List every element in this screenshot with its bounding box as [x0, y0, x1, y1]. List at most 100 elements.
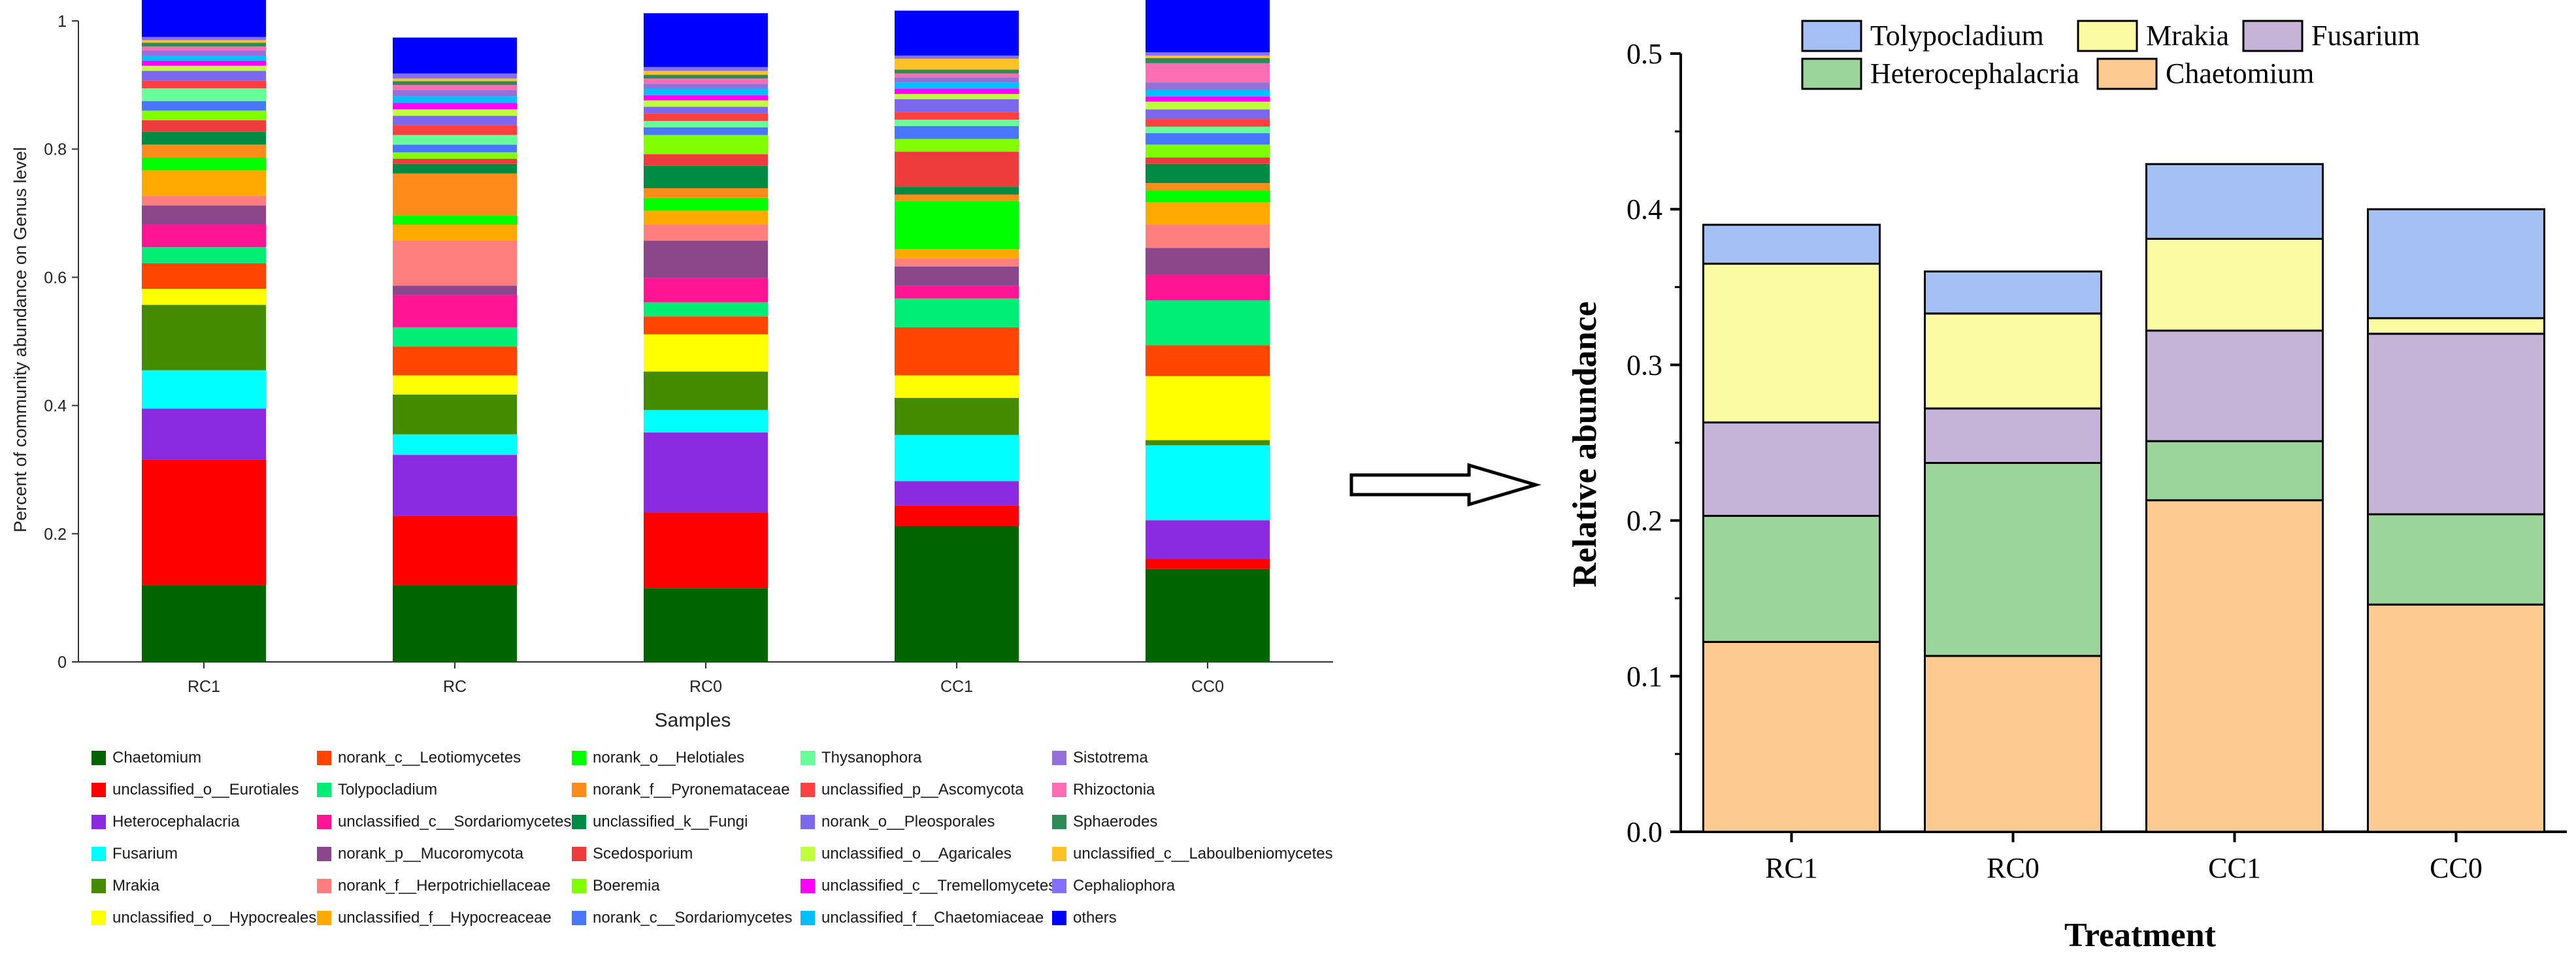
right-bar-segment [1702, 640, 1881, 833]
left-legend-swatch [1052, 847, 1066, 861]
left-bar-segment [895, 69, 1019, 74]
left-bar-segment [142, 80, 266, 89]
left-bar-segment [393, 516, 517, 585]
left-bar-segment [142, 50, 266, 56]
left-axis-labels: Percent of community abundance on Genus … [10, 147, 731, 731]
left-bar-segment [1146, 568, 1270, 662]
right-y-tick-label: 0.2 [1627, 505, 1662, 537]
left-legend-item: unclassified_c__Sordariomycetes [317, 809, 572, 835]
left-bar-segment [644, 121, 768, 127]
left-x-tick-label: RC1 [188, 678, 220, 696]
left-bar-segment [1146, 440, 1270, 446]
left-legend-item: norank_c__Sordariomycetes [572, 905, 793, 931]
left-bar-segment [142, 40, 266, 43]
left-bar-segment [142, 88, 266, 101]
left-legend-swatch [572, 911, 586, 925]
left-bar-segment [644, 67, 768, 71]
left-legend-swatch [317, 847, 331, 861]
left-bar-segment [644, 78, 768, 84]
left-bar-segment [895, 10, 1019, 56]
left-bar-segment [393, 295, 517, 327]
left-bar-segment [142, 131, 266, 145]
left-legend-label: Fusarium [112, 845, 178, 862]
left-bar-segment [142, 120, 266, 132]
left-legend-label: norank_o__Helotiales [593, 749, 745, 766]
left-bar-segment [142, 65, 266, 71]
right-bar-segment [2367, 603, 2545, 833]
left-bar-segment [644, 432, 768, 513]
left-bar-segment [393, 375, 517, 395]
left-bar-segment [1146, 157, 1270, 164]
left-legend-label: norank_f__Herpotrichiellaceae [338, 877, 551, 895]
left-bar-segment [644, 410, 768, 433]
left-legend-label: norank_c__Leotiomycetes [338, 749, 521, 766]
left-y-tick-label: 0.8 [44, 140, 67, 159]
left-bar-segment [1146, 52, 1270, 56]
left-bar-segment [644, 316, 768, 335]
left-legend-item: unclassified_o__Eurotiales [91, 777, 299, 803]
left-legend-swatch [1052, 751, 1066, 765]
left-legend-swatch [317, 783, 331, 797]
left-legend-label: Sphaerodes [1073, 813, 1158, 830]
left-bar-segment [1146, 520, 1270, 559]
left-bar-segment [644, 84, 768, 89]
right-y-tick-label: 0.4 [1627, 193, 1662, 225]
right-legend-label: Chaetomium [2166, 57, 2314, 90]
left-bar-segment [142, 0, 266, 37]
left-bar-segment [895, 505, 1019, 527]
left-legend-item: unclassified_c__Tremellomycetes [801, 873, 1056, 899]
left-bar-segment [895, 88, 1019, 94]
left-bar-segment [644, 113, 768, 122]
left-bar-segment [895, 481, 1019, 506]
left-bar-segment [1146, 96, 1270, 102]
left-legend-swatch [1052, 783, 1066, 797]
left-bar-segment [895, 249, 1019, 259]
left-legend-item: norank_o__Pleosporales [801, 809, 995, 835]
left-legend-item: Fusarium [91, 841, 178, 867]
left-bar-segment [644, 302, 768, 317]
left-bar-segment [1146, 163, 1270, 184]
left-legend-swatch [91, 847, 106, 861]
left-legend-label: Sistotrema [1073, 749, 1148, 766]
left-bar-segment [393, 394, 517, 435]
left-bar-segment [644, 88, 768, 95]
left-legend-item: norank_f__Herpotrichiellaceae [317, 873, 551, 899]
treatment-abundance-chart: 0.0 0.1 0.2 0.3 0.4 0.5 RC1 RC0 CC1 CC0 Tolypocla… [1566, 20, 2567, 954]
left-legend-swatch [91, 815, 106, 829]
left-bar-segment [393, 73, 517, 79]
left-legend-item: norank_p__Mucoromycota [317, 841, 523, 867]
left-legend-label: Heterocephalacria [112, 813, 240, 830]
left-legend-swatch [91, 751, 106, 765]
left-bar-segment [1146, 224, 1270, 248]
left-bar-segment [1146, 345, 1270, 376]
left-bar-segment [393, 327, 517, 347]
left-legend-item: unclassified_k__Fungi [572, 809, 748, 835]
left-legend-item: Tolypocladium [317, 777, 437, 803]
left-bar-segment [393, 434, 517, 455]
left-bar-segment [895, 526, 1019, 662]
genus-abundance-chart: 0 0.2 0.4 0.6 0.8 1 RC1 RC RC0 CC1 CC0 Percent of … [10, 0, 1333, 731]
left-legend-item: unclassified_f__Chaetomiaceae [801, 905, 1044, 931]
left-bar-segment [895, 77, 1019, 83]
left-legend-swatch [572, 879, 586, 893]
left-bar-segment [1146, 101, 1270, 110]
left-bar-segment [644, 107, 768, 114]
left-bar-segment [895, 55, 1019, 59]
left-legend-label: norank_p__Mucoromycota [338, 845, 524, 862]
left-bar-segment [142, 55, 266, 61]
left-bar-segment [644, 512, 768, 589]
left-bar-segment [644, 127, 768, 135]
right-x-tick-label: RC0 [1987, 852, 2039, 884]
left-bar-segment [393, 215, 517, 225]
left-bar-segment [1146, 133, 1270, 145]
left-y-tick-label: 1 [58, 12, 67, 31]
right-x-axis-label: Treatment [2064, 917, 2217, 954]
left-legend: Chaetomium unclassified_o__Eurotiales Hete… [91, 745, 1372, 954]
left-bar-segment [142, 459, 266, 585]
left-bar-segment [644, 188, 768, 198]
left-legend-item: Rhizoctonia [1052, 777, 1155, 803]
left-bar-segment [142, 247, 266, 263]
left-legend-item: norank_o__Helotiales [572, 745, 744, 771]
left-bar-segment [1146, 445, 1270, 521]
left-bar-segment [142, 42, 266, 47]
